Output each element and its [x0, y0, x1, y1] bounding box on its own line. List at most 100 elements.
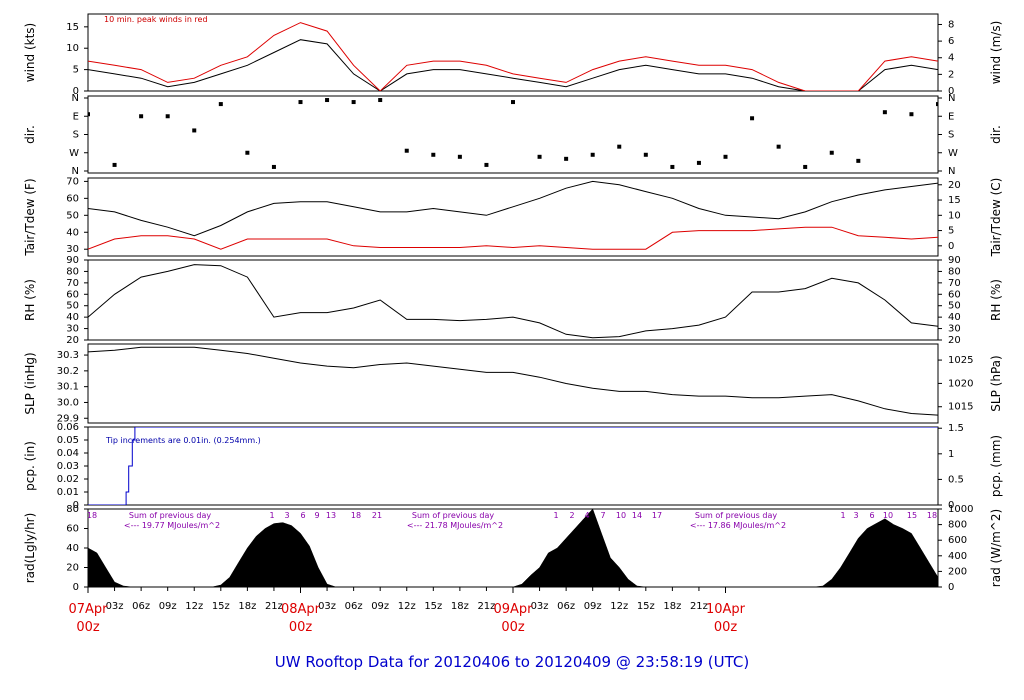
hour-tick-label: 12z — [610, 601, 628, 612]
ytick-label-right: 20 — [948, 180, 961, 191]
panel-data — [88, 98, 938, 169]
ytick-label-left: 30.2 — [57, 366, 79, 377]
hour-tick-label: 09z — [584, 601, 602, 612]
radiation-sum-label: Sum of previous day — [695, 511, 777, 520]
ytick-label-left: S — [73, 130, 79, 141]
hour-tick-label: 21z — [690, 601, 708, 612]
direction-point — [351, 100, 356, 105]
ytick-label-right: 90 — [948, 255, 961, 266]
radiation-hour-label: 3 — [284, 511, 289, 520]
ytick-label-right: 10 — [948, 210, 961, 221]
direction-point — [537, 154, 542, 159]
ytick-label-left: 60 — [66, 524, 79, 535]
direction-point — [88, 112, 90, 117]
radiation-sum-label: Sum of previous day — [412, 511, 494, 520]
ytick-label-right: 1000 — [948, 504, 973, 515]
ytick-label-left: 15 — [66, 22, 79, 33]
date-time-label: 00z — [76, 620, 100, 635]
radiation-hour-label: 6 — [300, 511, 305, 520]
ytick-label-left: 29.9 — [57, 413, 79, 424]
direction-point — [936, 102, 938, 107]
panel-precip: 0 0.01 0.02 0.03 0.04 0.05 0.06 0 0.5 1 1.5 pcp. (i… — [23, 422, 1003, 511]
direction-point — [776, 144, 781, 149]
direction-point — [271, 164, 276, 169]
ytick-label-left: N — [72, 93, 79, 104]
direction-point — [112, 162, 117, 167]
ytick-label-left: 80 — [66, 504, 79, 515]
panel-wind: 0 5 10 15 0 2 4 6 8 wind (kts) wind (m/s) 10 min. p… — [23, 13, 1003, 97]
radiation-sum-label: Sum of previous day — [129, 511, 211, 520]
ytick-label-right: 1.5 — [948, 423, 964, 434]
precip-annotation: Tip increments are 0.01in. (0.254mm.) — [105, 436, 261, 445]
radiation-sum-value: <--- 17.86 MJoules/m^2 — [690, 521, 786, 530]
series-line-1 — [88, 427, 938, 505]
time-axis: 03z 06z 09z 12z 15z 18z 21z 03z 06z 09z 12z 15z 18z 2… — [68, 587, 746, 635]
date-label: 07Apr — [68, 602, 108, 617]
ytick-label-right: 0 — [948, 241, 954, 252]
panel-frame — [87, 343, 939, 424]
ytick-label-left: 20 — [66, 335, 79, 346]
ytick-label-right: 800 — [948, 520, 967, 531]
ytick-label-right: 1025 — [948, 355, 973, 366]
ylabel-right: pcp. (mm) — [989, 435, 1003, 497]
date-time-label: 00z — [501, 620, 525, 635]
direction-point — [298, 100, 303, 105]
ytick-label-right: 1 — [948, 449, 954, 460]
ylabel-right: dir. — [989, 125, 1003, 144]
direction-point — [245, 150, 250, 155]
ylabel-right: SLP (hPa) — [989, 355, 1003, 411]
direction-point — [457, 154, 462, 159]
ytick-label-left: 0 — [73, 86, 79, 97]
ytick-label-left: 60 — [66, 193, 79, 204]
panel-data — [88, 264, 938, 339]
chart-title: UW Rooftop Data for 20120406 to 20120409… — [275, 653, 749, 671]
ylabel-left: RH (%) — [23, 279, 37, 321]
ytick-label-right: 60 — [948, 289, 961, 300]
radiation-hour-label: 4 — [584, 511, 589, 520]
ytick-label-right: 50 — [948, 301, 961, 312]
hour-tick-label: 03z — [318, 601, 336, 612]
ytick-label-left: 40 — [66, 227, 79, 238]
radiation-area — [88, 509, 938, 587]
ytick-label-right: 6 — [948, 36, 954, 47]
radiation-sum-value: <--- 19.77 MJoules/m^2 — [124, 521, 220, 530]
radiation-hour-label: 17 — [652, 511, 662, 520]
radiation-hour-label: 18 — [927, 511, 937, 520]
hour-tick-label: 12z — [398, 601, 416, 612]
ytick-label-left: W — [69, 148, 79, 159]
panel-frame — [87, 13, 939, 92]
direction-point — [139, 114, 144, 119]
ytick-label-right: 200 — [948, 566, 967, 577]
ylabel-left: SLP (inHg) — [23, 352, 37, 414]
hour-tick-label: 06z — [345, 601, 363, 612]
direction-point — [431, 152, 436, 157]
direction-point — [165, 114, 170, 119]
ytick-label-left: 20 — [66, 563, 79, 574]
direction-point — [723, 154, 728, 159]
ytick-label-left: 0.01 — [57, 487, 79, 498]
ytick-label-right: 15 — [948, 195, 961, 206]
radiation-hour-label: 10 — [883, 511, 893, 520]
ytick-label-right: 0 — [948, 86, 954, 97]
ytick-label-right: 0 — [948, 500, 954, 511]
direction-point — [511, 100, 515, 105]
radiation-hour-label: 10 — [616, 511, 626, 520]
panel-frame — [87, 95, 939, 174]
ytick-label-right: 80 — [948, 266, 961, 277]
radiation-hour-label: 1 — [269, 511, 274, 520]
radiation-hour-label: 13 — [326, 511, 336, 520]
direction-point — [750, 116, 755, 121]
ytick-label-left: N — [72, 166, 79, 177]
direction-point — [803, 164, 808, 169]
hour-tick-label: 15z — [637, 601, 655, 612]
ylabel-left: rad(Lgly/hr) — [23, 513, 37, 584]
direction-point — [829, 150, 834, 155]
ytick-label-right: 600 — [948, 535, 967, 546]
radiation-hour-label: 18 — [351, 511, 361, 520]
ytick-label-left: 10 — [66, 43, 79, 54]
ytick-label-right: N — [948, 166, 955, 177]
